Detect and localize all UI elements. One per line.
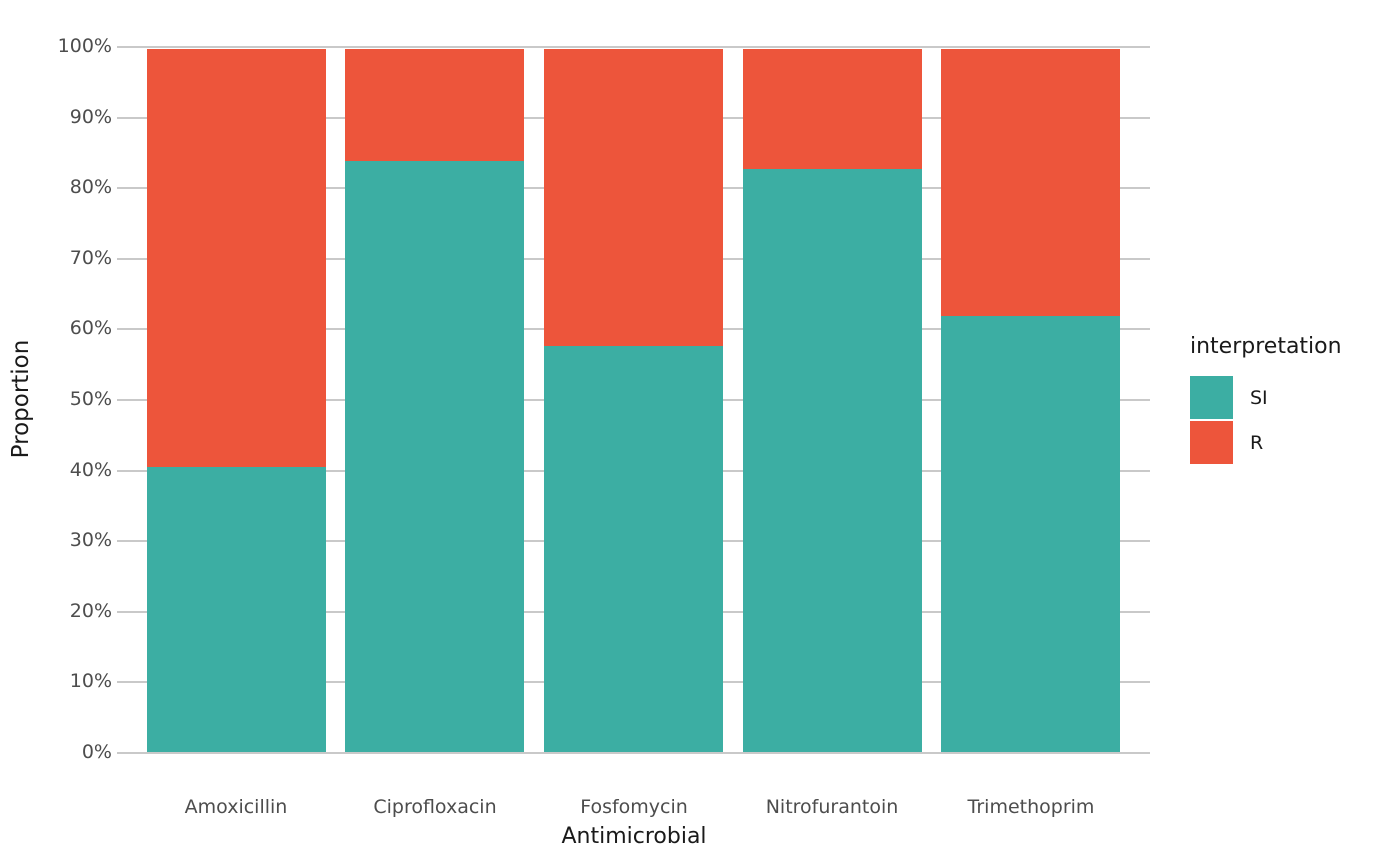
bar-segment-si	[345, 161, 524, 752]
y-tick-label: 90%	[69, 105, 112, 128]
legend-title: interpretation	[1190, 334, 1342, 359]
y-tick-label: 100%	[57, 35, 112, 57]
gridline	[117, 752, 1150, 754]
x-tick-label: Amoxicillin	[184, 796, 288, 818]
x-tick-label: Trimethoprim	[967, 796, 1095, 818]
legend-key-si-swatch	[1190, 376, 1233, 419]
bar-segment-r	[345, 49, 524, 162]
legend-key-r-swatch	[1190, 421, 1233, 464]
bar-segment-si	[147, 467, 326, 752]
y-tick-label: 30%	[69, 529, 112, 552]
legend-label-r: R	[1250, 431, 1264, 454]
legend-entry-r: R	[1190, 421, 1342, 464]
bar-segment-si	[743, 168, 922, 752]
legend: interpretation SI R	[1190, 334, 1342, 466]
x-axis-title: Antimicrobial	[561, 824, 707, 849]
y-tick-label: 70%	[69, 246, 112, 269]
x-tick-label: Fosfomycin	[580, 796, 688, 818]
y-tick-label: 50%	[69, 388, 112, 410]
y-tick-label: 10%	[69, 670, 112, 693]
bar-segment-si	[544, 345, 723, 752]
bar-segment-r	[544, 49, 723, 346]
y-tick-label: 40%	[69, 458, 112, 481]
y-tick-label: 60%	[69, 317, 112, 340]
y-tick-label: 0%	[81, 741, 112, 763]
gridline	[117, 46, 1150, 48]
bar-segment-r	[941, 49, 1120, 317]
bar-segment-si	[941, 316, 1120, 752]
bar-segment-r	[147, 49, 326, 468]
y-tick-label: 80%	[69, 176, 112, 199]
x-tick-label: Nitrofurantoin	[765, 796, 899, 818]
legend-label-si: SI	[1250, 386, 1268, 409]
bar-segment-r	[743, 49, 922, 169]
y-axis-title: Proportion	[8, 339, 34, 459]
legend-entry-si: SI	[1190, 376, 1342, 419]
y-tick-label: 20%	[69, 599, 112, 622]
x-tick-label: Ciprofloxacin	[373, 796, 497, 818]
